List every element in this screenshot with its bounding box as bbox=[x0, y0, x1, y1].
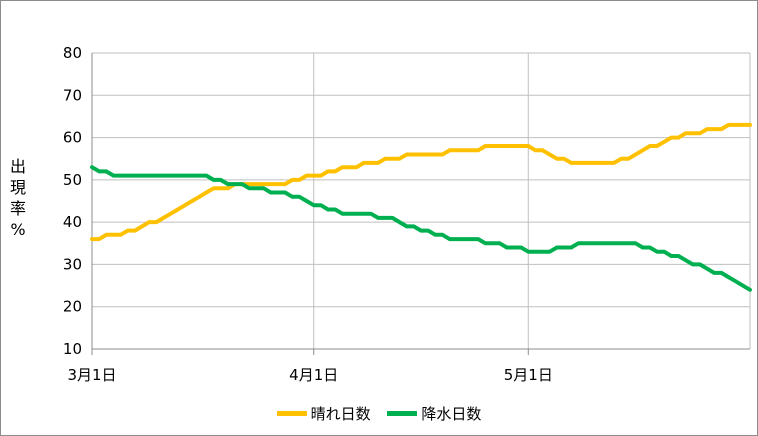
y-axis-label: 出現率 % bbox=[9, 157, 26, 239]
y-tick-label: 70 bbox=[63, 86, 82, 104]
y-tick-label: 30 bbox=[63, 255, 82, 273]
y-tick-label: 80 bbox=[63, 44, 82, 62]
x-tick-label: 3月1日 bbox=[67, 366, 116, 384]
legend-swatch-sunny bbox=[276, 411, 307, 416]
series-line-sunny bbox=[90, 122, 752, 242]
legend-item-rain: 降水日数 bbox=[387, 403, 481, 424]
legend-item-sunny: 晴れ日数 bbox=[276, 403, 371, 424]
legend-label-sunny: 晴れ日数 bbox=[310, 405, 371, 423]
chart-legend: 晴れ日数 降水日数 bbox=[0, 402, 758, 424]
y-tick-label: 60 bbox=[63, 129, 82, 147]
y-tick-label: 40 bbox=[63, 213, 82, 231]
y-tick-label: 50 bbox=[63, 171, 82, 189]
legend-label-rain: 降水日数 bbox=[421, 405, 482, 423]
legend-swatch-rain bbox=[387, 411, 418, 416]
x-tick-label: 4月1日 bbox=[289, 366, 338, 384]
y-tick-label: 20 bbox=[63, 298, 82, 316]
y-tick-label: 10 bbox=[63, 340, 82, 358]
series-line-rain bbox=[90, 165, 752, 292]
x-tick-label: 5月1日 bbox=[504, 366, 553, 384]
